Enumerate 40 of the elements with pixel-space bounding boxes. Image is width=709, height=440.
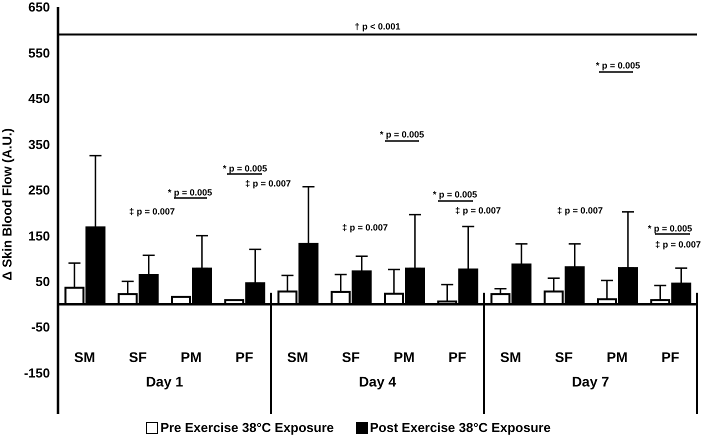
y-axis-title: Δ Skin Blood Flow (A.U.)	[0, 128, 15, 280]
x-tick-label: SF	[128, 348, 148, 365]
y-tick-label: 450	[28, 91, 50, 106]
y-tick-label: 650	[28, 0, 50, 15]
y-tick-label: 350	[28, 136, 50, 152]
x-tick-label: PF	[661, 348, 680, 365]
annotation: * p = 0.005	[432, 189, 478, 200]
y-tick-label: 150	[28, 228, 50, 244]
annotation: * p = 0.005	[222, 163, 268, 174]
annotation: * p = 0.005	[380, 129, 424, 140]
x-tick-label: SF	[342, 348, 360, 365]
annotation: ‡ p = 0.007	[245, 178, 291, 188]
x-tick-label: PM	[394, 348, 415, 365]
x-tick-label: PM	[606, 348, 628, 365]
legend-label: Pre Exercise 38°C Exposure	[159, 420, 334, 435]
x-tick-label: PF	[448, 348, 467, 365]
x-tick-label: PM	[180, 348, 202, 365]
x-tick-label: SF	[554, 348, 574, 365]
annotation: * p = 0.005	[648, 223, 692, 234]
annotation: ‡ p = 0.007	[129, 206, 175, 216]
annotation: Day 1	[146, 374, 184, 390]
x-tick-label: SM	[74, 348, 96, 365]
annotation: ‡ p = 0.007	[455, 205, 501, 216]
annotation: ‡ p = 0.007	[557, 205, 603, 216]
y-tick-label: 50	[36, 274, 50, 289]
ref-line-label: † p < 0.001	[354, 21, 400, 32]
y-tick-label: 550	[28, 45, 50, 60]
annotation: ‡ p = 0.007	[342, 222, 388, 232]
annotation: ‡ p = 0.007	[655, 239, 701, 250]
y-tick-label: 250	[28, 182, 50, 198]
annotation: * p = 0.005	[596, 60, 640, 70]
x-tick-label: SM	[500, 348, 522, 365]
x-tick-label: SM	[287, 348, 308, 365]
annotation: Day 7	[572, 374, 610, 390]
annotation: Day 4	[358, 374, 396, 390]
x-tick-label: PF	[235, 348, 254, 365]
annotation: * p = 0.005	[168, 187, 212, 198]
legend-label: Post Exercise 38°C Exposure	[368, 420, 551, 435]
y-tick-label: -50	[31, 320, 50, 335]
y-tick-label: -150	[24, 365, 50, 380]
